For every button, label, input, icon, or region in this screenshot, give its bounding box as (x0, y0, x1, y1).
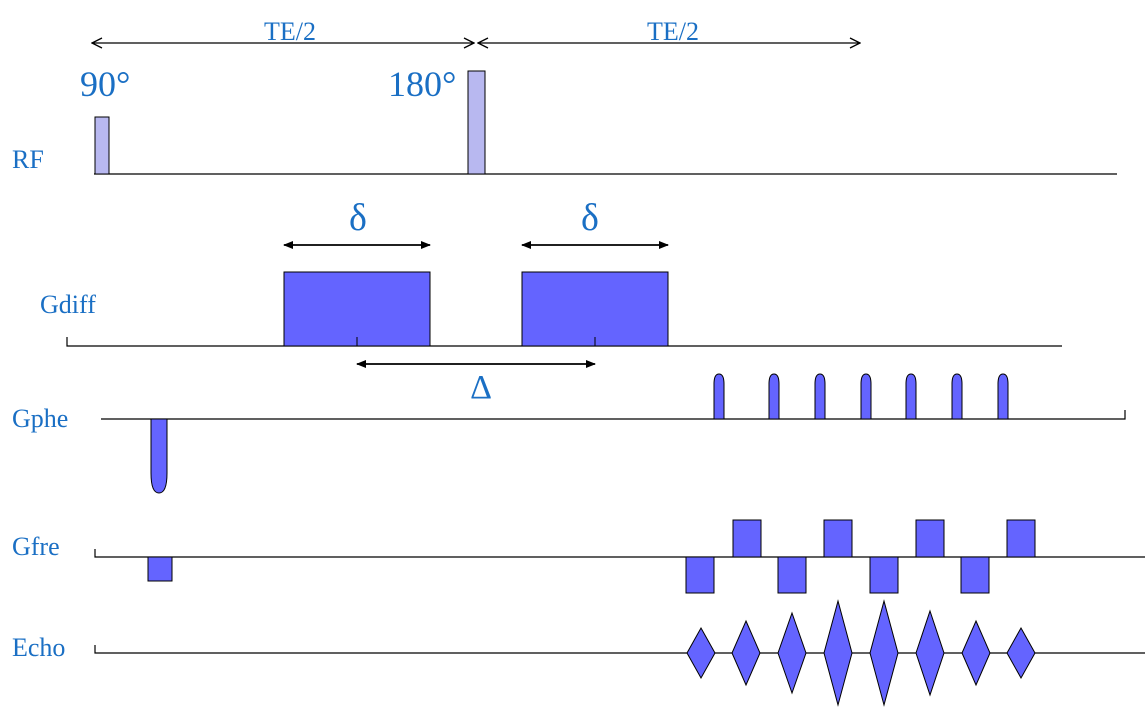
gphe-blip (952, 374, 962, 419)
gphe-blip-group (714, 374, 1008, 419)
gphe-blip (714, 374, 724, 419)
gfre-readout-lobe (1007, 520, 1035, 557)
echo-diamond (732, 621, 760, 685)
gfre-channel-label: Gfre (12, 532, 60, 561)
gdiff-lobe-1 (284, 272, 430, 346)
gfre-readout-lobe (733, 520, 761, 557)
rf-90-label: 90° (80, 64, 130, 104)
echo-diamond (687, 628, 715, 678)
gfre-readout-lobe (870, 557, 898, 593)
gphe-blip (998, 374, 1008, 419)
gphe-blip (861, 374, 871, 419)
gdiff-lobe-2 (522, 272, 668, 346)
gphe-channel-label: Gphe (12, 404, 68, 433)
echo-diamond (778, 613, 806, 693)
gfre-readout-lobe (778, 557, 806, 593)
gphe-blip (906, 374, 916, 419)
rf-180-pulse (468, 71, 485, 174)
rf-180-label: 180° (388, 64, 456, 104)
delta-big-label: Δ (470, 369, 492, 406)
gfre-readout-lobe (686, 557, 714, 593)
gfre-baseline (95, 549, 1145, 557)
gphe-prephase-lobe (151, 419, 167, 493)
gfre-readout-lobe (824, 520, 852, 557)
te-half-right-label: TE/2 (647, 17, 699, 46)
echo-channel-label: Echo (12, 633, 65, 662)
echo-diamond (824, 601, 852, 705)
te-half-left-label: TE/2 (264, 17, 316, 46)
echo-diamond (916, 611, 944, 695)
delta-small-right-label: δ (581, 197, 599, 239)
rf-channel-label: RF (12, 145, 44, 174)
gfre-readout-lobe (916, 520, 944, 557)
delta-small-left-label: δ (349, 197, 367, 239)
gphe-baseline (101, 410, 1125, 419)
echo-diamond (1007, 628, 1035, 678)
echo-diamond (870, 601, 898, 705)
gdiff-channel-label: Gdiff (40, 290, 96, 319)
echo-diamond (962, 621, 990, 685)
gfre-prephase-lobe (148, 557, 172, 581)
gphe-blip (769, 374, 779, 419)
rf-90-pulse (95, 117, 109, 174)
gfre-readout-lobe (961, 557, 989, 593)
gphe-blip (815, 374, 825, 419)
